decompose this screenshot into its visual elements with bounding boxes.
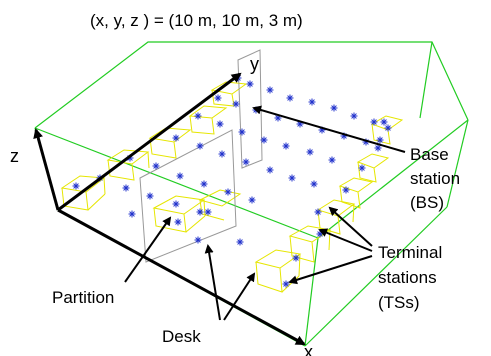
y-axis-label: y [250, 54, 259, 74]
room-right-vertical [446, 119, 469, 208]
x-axis-label: x [304, 342, 313, 356]
asterisk-marker-icon [174, 218, 182, 226]
asterisk-marker-icon [122, 184, 130, 192]
asterisk-marker-icon [282, 142, 290, 150]
asterisk-marker-icon [380, 118, 388, 126]
asterisk-marker-icon [214, 94, 222, 102]
desk [356, 153, 390, 183]
asterisk-marker-icon [72, 182, 80, 190]
asterisk-marker-icon [282, 280, 290, 288]
asterisk-marker-icon [200, 180, 208, 188]
asterisk-marker-icon [358, 164, 366, 172]
asterisk-marker-icon [350, 112, 358, 120]
asterisk-marker-icon [176, 172, 184, 180]
desk [316, 199, 356, 235]
asterisk-marker-icon [242, 158, 250, 166]
asterisk-marker-icon [306, 148, 314, 156]
z-axis-label: z [10, 146, 19, 166]
asterisk-marker-icon [374, 144, 382, 152]
room-top-right-edge [317, 119, 469, 239]
asterisk-marker-icon [384, 124, 392, 132]
room-floor-right-edge [304, 206, 448, 347]
z-axis-arrow [33, 128, 60, 211]
asterisk-marker-icon [152, 162, 160, 170]
station-markers [72, 74, 392, 288]
svg-text:station: station [410, 169, 460, 188]
asterisk-marker-icon [224, 188, 232, 196]
partition-label: Partition [52, 288, 114, 307]
asterisk-marker-icon [308, 98, 316, 106]
room-top-back-edge [34, 41, 469, 129]
room-box [34, 41, 469, 347]
asterisk-marker-icon [314, 208, 322, 216]
asterisk-marker-icon [248, 196, 256, 204]
callout-arrows [124, 105, 406, 321]
ts-pointer-3 [288, 255, 373, 285]
desk [210, 81, 248, 107]
dimensions-title: (x, y, z ) = (10 m, 10 m, 3 m) [90, 11, 303, 30]
asterisk-marker-icon [196, 208, 204, 216]
desks [60, 81, 404, 293]
desk [338, 177, 374, 209]
desk [60, 175, 106, 211]
desk-pointer-1 [204, 244, 221, 321]
svg-text:(TSs): (TSs) [378, 293, 420, 312]
asterisk-marker-icon [236, 238, 244, 246]
asterisk-marker-icon [128, 210, 136, 218]
bs-label: Base station (BS) [410, 145, 460, 212]
ts-pointer-2 [318, 228, 373, 252]
asterisk-marker-icon [292, 254, 300, 262]
svg-text:Terminal: Terminal [378, 243, 442, 262]
asterisk-marker-icon [194, 112, 202, 120]
asterisk-marker-icon [194, 236, 202, 244]
asterisk-marker-icon [342, 186, 350, 194]
asterisk-marker-icon [376, 136, 384, 144]
desk [148, 127, 192, 159]
asterisk-marker-icon [146, 192, 154, 200]
partition-panel-left [139, 129, 237, 263]
bs-pointer [252, 105, 406, 153]
asterisk-marker-icon [266, 86, 274, 94]
asterisk-marker-icon [238, 128, 246, 136]
x-axis-arrow [57, 208, 306, 346]
desk-pointer-2 [223, 272, 256, 321]
desk [152, 195, 206, 233]
axes [33, 72, 306, 346]
asterisk-marker-icon [218, 150, 226, 158]
partitions [139, 49, 263, 263]
svg-text:(BS): (BS) [410, 193, 444, 212]
asterisk-marker-icon [204, 208, 212, 216]
desk-label: Desk [162, 327, 201, 346]
desk [188, 105, 228, 135]
room-back-vertical [419, 41, 433, 119]
asterisk-marker-icon [232, 100, 240, 108]
ts-pointer-1 [328, 206, 373, 247]
asterisk-marker-icon [172, 200, 180, 208]
y-axis-arrow [57, 72, 242, 212]
svg-text:Base: Base [410, 145, 449, 164]
asterisk-marker-icon [370, 118, 378, 126]
ts-label: Terminal stations (TSs) [378, 243, 442, 312]
asterisk-marker-icon [286, 94, 294, 102]
desk [106, 149, 150, 181]
room-front-vertical [304, 237, 319, 347]
asterisk-marker-icon [172, 134, 180, 142]
room-top-front-edge [34, 127, 319, 239]
asterisk-marker-icon [328, 156, 336, 164]
asterisk-marker-icon [310, 180, 318, 188]
asterisk-marker-icon [196, 142, 204, 150]
partition-pointer [124, 216, 172, 283]
asterisk-marker-icon [260, 136, 268, 144]
asterisk-marker-icon [216, 120, 224, 128]
svg-text:stations: stations [378, 268, 437, 287]
asterisk-marker-icon [288, 174, 296, 182]
asterisk-marker-icon [330, 104, 338, 112]
asterisk-marker-icon [246, 80, 254, 88]
asterisk-marker-icon [266, 166, 274, 174]
